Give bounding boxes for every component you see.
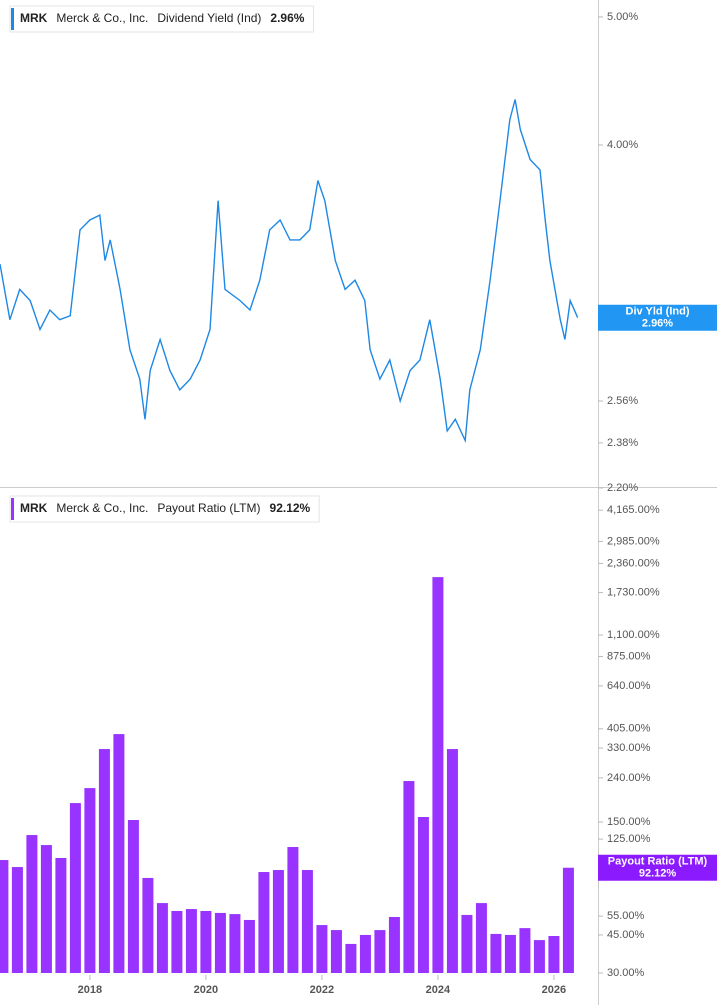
legend-swatch xyxy=(11,498,14,520)
legend-text: Payout Ratio (LTM) xyxy=(157,501,260,515)
y-tick-label: 2,360.00% xyxy=(607,557,660,569)
bar xyxy=(417,817,429,973)
line xyxy=(0,99,579,444)
y-tick-label: 1,730.00% xyxy=(607,586,660,598)
y-tick-label: 150.00% xyxy=(607,816,651,828)
legend-text: MRK xyxy=(20,11,48,25)
bar xyxy=(490,933,502,973)
bar xyxy=(0,860,9,973)
y-tick-label: 2.56% xyxy=(607,395,638,407)
y-tick-label: 875.00% xyxy=(607,650,651,662)
bar xyxy=(185,909,197,973)
y-tick-label: 45.00% xyxy=(607,929,645,941)
y-tick-label: 2.38% xyxy=(607,437,638,449)
y-tick-label: 1,100.00% xyxy=(607,629,660,641)
legend-text: 92.12% xyxy=(270,501,311,515)
legend-text: Merck & Co., Inc. xyxy=(56,501,148,515)
bar xyxy=(113,734,125,973)
y-tick-label: 240.00% xyxy=(607,772,651,784)
y-tick-label: 640.00% xyxy=(607,680,651,692)
bar xyxy=(330,930,342,973)
bar xyxy=(258,872,270,973)
bar xyxy=(359,934,371,973)
bar xyxy=(214,912,226,973)
bar xyxy=(504,934,516,973)
x-tick-label: 2026 xyxy=(542,984,566,996)
bar xyxy=(345,943,357,973)
bar xyxy=(127,820,139,973)
x-tick-label: 2022 xyxy=(310,984,334,996)
bar xyxy=(287,847,299,973)
bar xyxy=(301,870,313,973)
bar xyxy=(142,877,154,973)
badge-label: Div Yld (Ind) xyxy=(626,306,690,318)
bar xyxy=(40,845,52,973)
y-tick-label: 4.00% xyxy=(607,139,638,151)
x-tick-label: 2024 xyxy=(426,984,451,996)
value-badge xyxy=(598,304,717,331)
bar xyxy=(84,788,96,973)
y-tick-label: 5.00% xyxy=(607,11,638,23)
bar xyxy=(316,925,328,973)
bar xyxy=(171,910,183,973)
bar xyxy=(272,870,284,973)
bar xyxy=(11,867,23,973)
bar xyxy=(432,577,444,973)
bar xyxy=(548,936,560,973)
legend-text: Dividend Yield (Ind) xyxy=(157,11,261,25)
badge-value: 2.96% xyxy=(642,318,673,330)
y-tick-label: 125.00% xyxy=(607,833,651,845)
x-tick-label: 2018 xyxy=(78,984,102,996)
legend-text: MRK xyxy=(20,501,48,515)
bar xyxy=(446,749,458,973)
bar xyxy=(243,919,255,973)
value-badge xyxy=(598,854,717,881)
y-tick-label: 2,985.00% xyxy=(607,535,660,547)
bar xyxy=(26,835,38,973)
y-tick-label: 2.20% xyxy=(607,482,638,494)
bar xyxy=(475,903,487,973)
legend-box xyxy=(9,5,314,33)
bar xyxy=(533,940,545,973)
badge-value: 92.12% xyxy=(639,868,677,880)
y-tick-label: 55.00% xyxy=(607,910,645,922)
bar xyxy=(200,910,212,973)
y-tick-label: 405.00% xyxy=(607,723,651,735)
bar xyxy=(519,928,531,973)
bar xyxy=(55,857,67,973)
y-tick-label: 4,165.00% xyxy=(607,504,660,516)
y-tick-label: 330.00% xyxy=(607,742,651,754)
legend-box xyxy=(9,495,320,523)
bar xyxy=(69,803,81,973)
bar xyxy=(98,749,110,973)
legend-text: Merck & Co., Inc. xyxy=(56,11,148,25)
y-tick-label: 30.00% xyxy=(607,967,645,979)
bar xyxy=(388,916,400,973)
badge-label: Payout Ratio (LTM) xyxy=(608,856,708,868)
legend-text: 2.96% xyxy=(270,11,304,25)
bar xyxy=(403,781,415,973)
bar xyxy=(562,867,574,973)
bar xyxy=(156,903,168,973)
x-tick-label: 2020 xyxy=(194,984,218,996)
bar xyxy=(229,914,241,973)
bar xyxy=(461,914,473,973)
legend-swatch xyxy=(11,8,14,30)
bar xyxy=(374,930,386,973)
